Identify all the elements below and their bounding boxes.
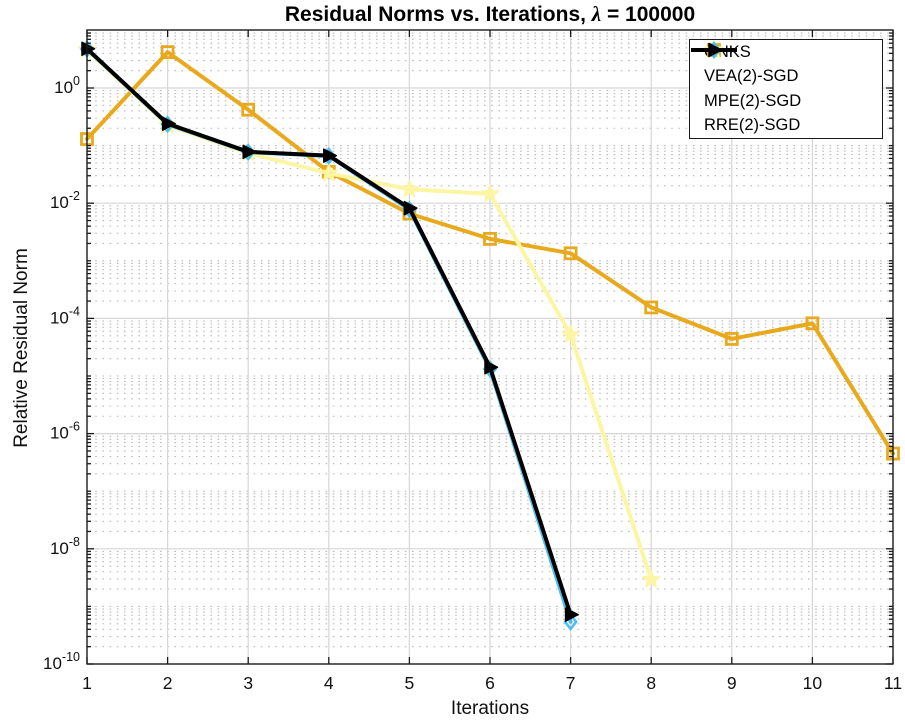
axis-ticks <box>86 30 894 665</box>
legend-label: RRE(2)-SGD <box>704 116 801 135</box>
lambda-symbol: λ <box>591 2 602 26</box>
x-tick-label-1: 1 <box>82 673 92 693</box>
x-tick-label-7: 7 <box>566 673 576 693</box>
x-tick-label-11: 11 <box>884 673 902 693</box>
legend-item-RRE(2)-SGD: RRE(2)-SGD <box>690 42 882 139</box>
chart-title: Residual Norms vs. Iterations, λ = 10000… <box>284 2 696 26</box>
x-tick-label-4: 4 <box>324 673 334 693</box>
y-axis-label: Relative Residual Norm <box>11 248 32 448</box>
legend-item-VEA(2)-SGD: VEA(2)-SGD <box>690 40 882 90</box>
y-tick-label-1e-2: 10-2 <box>50 189 80 212</box>
y-tick-label-1e-4: 10-4 <box>50 304 80 327</box>
x-tick-label-10: 10 <box>803 673 823 693</box>
x-tick-label-5: 5 <box>405 673 415 693</box>
y-tick-label-1e0: 100 <box>54 74 80 97</box>
y-tick-labels: 100 10-2 10-4 10-6 10-8 10-10 <box>43 74 80 673</box>
x-tick-label-3: 3 <box>243 673 253 693</box>
legend-label: VEA(2)-SGD <box>704 67 799 86</box>
x-tick-label-8: 8 <box>646 673 656 693</box>
legend-label: MPE(2)-SGD <box>704 91 802 110</box>
x-axis-label: Iterations <box>450 698 530 719</box>
x-tick-label-2: 2 <box>163 673 173 693</box>
triangle-right-marker-swatch <box>691 42 737 58</box>
series-RRE(2)-SGD <box>81 41 579 622</box>
legend-item-MPE(2)-SGD: MPE(2)-SGD <box>690 40 882 114</box>
y-tick-label-1e-10: 10-10 <box>43 650 80 673</box>
y-tick-label-1e-8: 10-8 <box>50 535 80 558</box>
y-tick-label-1e-6: 10-6 <box>50 420 80 443</box>
x-tick-labels: 1 2 3 4 5 6 7 8 9 10 11 <box>82 673 902 693</box>
x-tick-label-6: 6 <box>485 673 495 693</box>
x-tick-label-9: 9 <box>727 673 737 693</box>
